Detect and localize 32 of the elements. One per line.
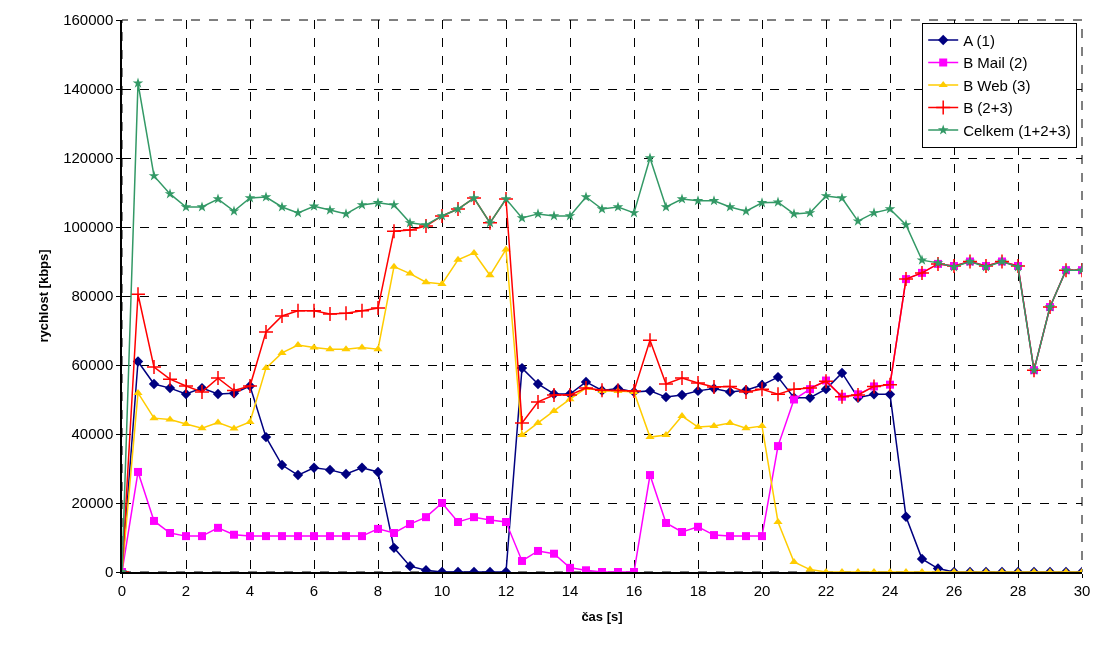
- x-tick-label: 26: [945, 581, 963, 599]
- x-tick-label: 18: [689, 581, 707, 599]
- x-tick-label: 20: [753, 581, 771, 599]
- x-tick-label: 14: [561, 581, 579, 599]
- y-tick-label: 160000: [63, 11, 114, 29]
- y-tick-label: 40000: [71, 425, 114, 443]
- y-tick-label: 60000: [71, 356, 114, 374]
- x-tick-label: 30: [1073, 581, 1091, 599]
- x-tick-label: 10: [433, 581, 451, 599]
- y-axis-title: rychlost [kbps]: [35, 249, 51, 343]
- y-tick-label: 80000: [71, 287, 114, 305]
- x-tick-label: 28: [1009, 581, 1027, 599]
- legend-label: Celkem (1+2+3): [963, 121, 1071, 139]
- y-tick-label: 140000: [63, 80, 114, 98]
- y-tick-label: 100000: [63, 218, 114, 236]
- x-tick-label: 16: [625, 581, 643, 599]
- x-tick-label: 8: [373, 581, 383, 599]
- x-tick-label: 22: [817, 581, 835, 599]
- x-tick-label: 0: [117, 581, 127, 599]
- x-tick-label: 6: [309, 581, 319, 599]
- legend-label: B (2+3): [963, 99, 1013, 117]
- x-tick-label: 4: [245, 581, 255, 599]
- legend-label: A (1): [963, 31, 995, 49]
- y-tick-label: 0: [104, 563, 114, 581]
- legend-label: B Web (3): [963, 76, 1031, 94]
- x-tick-label: 12: [497, 581, 515, 599]
- y-tick-label: 20000: [71, 494, 114, 512]
- x-tick-label: 24: [881, 581, 899, 599]
- legend-label: B Mail (2): [963, 54, 1028, 72]
- x-axis-title: čas [s]: [581, 608, 623, 624]
- y-tick-label: 120000: [63, 149, 114, 167]
- x-tick-label: 2: [181, 581, 191, 599]
